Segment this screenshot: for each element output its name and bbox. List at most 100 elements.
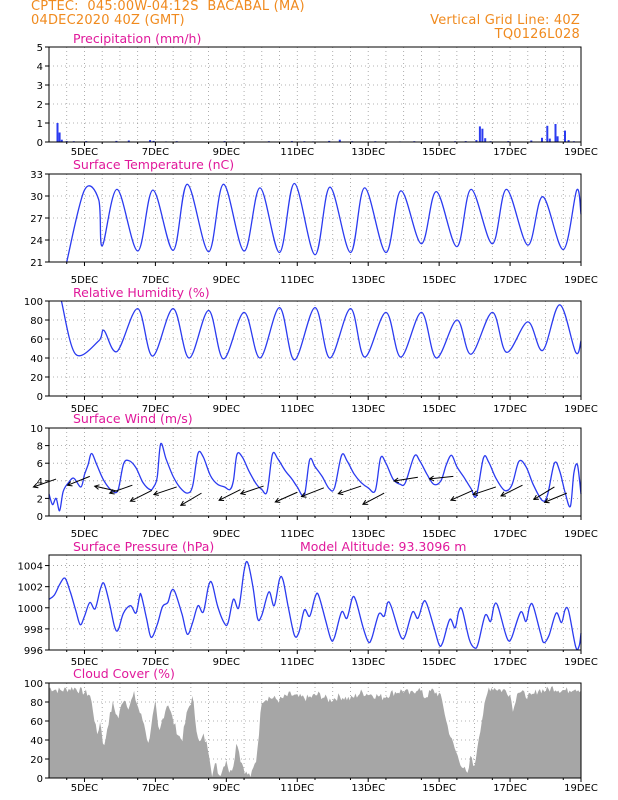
header-station: CPTEC: 045:00W-04:12S BACABAL (MA) <box>31 0 305 14</box>
precip-bar <box>475 140 478 142</box>
rh-xtick-label: 17DEC <box>493 404 527 415</box>
wind-arrow-head <box>393 477 400 484</box>
cloud-cover-area <box>49 686 581 778</box>
wind-arrow-head <box>500 491 507 497</box>
press-title: Surface Pressure (hPa) <box>73 539 214 554</box>
precip-xtick-label: 15DEC <box>422 147 456 158</box>
wind-arrow-head <box>449 495 456 502</box>
temp-xtick-label: 19DEC <box>564 275 598 286</box>
wind-arrow-shaft <box>472 486 497 496</box>
wind-xtick-label: 9DEC <box>213 529 240 540</box>
wind-xtick-label: 19DEC <box>564 529 598 540</box>
wind-arrow-shaft <box>275 491 298 503</box>
temp-xtick-label: 11DEC <box>280 275 314 286</box>
pressure-line <box>48 560 582 651</box>
cloud-ytick-label: 80 <box>30 698 43 709</box>
precip-bar <box>548 138 551 142</box>
wind-xtick-label: 17DEC <box>493 529 527 540</box>
press-xtick-label: 9DEC <box>213 657 240 668</box>
temp-xtick-label: 15DEC <box>422 275 456 286</box>
cloud-xtick-label: 13DEC <box>351 783 385 794</box>
wind-arrow-shaft <box>394 476 418 482</box>
temp-xtick-label: 7DEC <box>142 275 169 286</box>
precip-ytick-label: 4 <box>37 62 43 73</box>
precip-xtick-label: 5DEC <box>71 147 98 158</box>
precip-ytick-label: 2 <box>37 100 43 111</box>
cloud-xtick-label: 17DEC <box>493 783 527 794</box>
wind-xtick-label: 5DEC <box>71 529 98 540</box>
precip-ytick-label: 5 <box>37 43 43 54</box>
precip-xtick-label: 19DEC <box>564 147 598 158</box>
temp-xtick-label: 17DEC <box>493 275 527 286</box>
precip-xtick-label: 7DEC <box>142 147 169 158</box>
press-xtick-label: 7DEC <box>142 657 169 668</box>
wind-arrow-head <box>66 481 73 487</box>
press-ytick-label: 1002 <box>18 583 43 594</box>
wind-arrow-shaft <box>450 490 474 501</box>
temp-ytick-label: 30 <box>30 192 43 203</box>
header-date: 04DEC2020 40Z (GMT) <box>31 13 185 28</box>
rh-line <box>60 300 582 361</box>
rh-xtick-label: 13DEC <box>351 404 385 415</box>
header-model: TQ0126L028 <box>494 27 580 42</box>
rh-xtick-label: 19DEC <box>564 404 598 415</box>
precip-bar <box>115 140 118 142</box>
rh-ytick-label: 0 <box>37 392 43 403</box>
temp-xtick-label: 9DEC <box>213 275 240 286</box>
temp-xtick-label: 13DEC <box>351 275 385 286</box>
precip-bar <box>478 126 481 142</box>
wind-arrow-head <box>472 490 479 496</box>
rh-xtick-label: 15DEC <box>422 404 456 415</box>
rh-ytick-label: 20 <box>30 373 43 384</box>
wind-speed-line <box>48 442 582 512</box>
wind-arrow-shaft <box>240 485 264 495</box>
wind-ytick-label: 10 <box>30 424 43 435</box>
wind-ytick-label: 8 <box>37 442 43 453</box>
press-xtick-label: 19DEC <box>564 657 598 668</box>
wind-arrow-head <box>428 475 435 482</box>
rh-ytick-label: 40 <box>30 354 43 365</box>
rh-xtick-label: 9DEC <box>213 404 240 415</box>
wind-xtick-label: 7DEC <box>142 529 169 540</box>
precip-bar <box>567 140 570 142</box>
cloud-ytick-label: 0 <box>37 774 43 785</box>
temp-ytick-label: 24 <box>30 236 43 247</box>
wind-arrow-shaft <box>362 492 385 505</box>
precip-ytick-label: 3 <box>37 81 43 92</box>
wind-arrow-head <box>108 489 115 495</box>
wind-xtick-label: 11DEC <box>280 529 314 540</box>
precip-xtick-label: 13DEC <box>351 147 385 158</box>
wind-arrow-shaft <box>218 489 241 501</box>
precip-bar <box>556 136 559 142</box>
wind-arrow-shaft <box>533 486 555 500</box>
wind-arrow-head <box>179 500 186 506</box>
cloud-xtick-label: 7DEC <box>142 783 169 794</box>
wind-ytick-label: 6 <box>37 459 43 470</box>
precip-bar <box>328 140 331 142</box>
precip-xtick-label: 11DEC <box>280 147 314 158</box>
press-xtick-label: 15DEC <box>422 657 456 668</box>
rh-ytick-label: 80 <box>30 316 43 327</box>
cloud-xtick-label: 5DEC <box>71 783 98 794</box>
precip-bar <box>60 139 63 142</box>
temp-ytick-label: 27 <box>30 214 43 225</box>
temp-ytick-label: 33 <box>30 170 43 181</box>
rh-xtick-label: 11DEC <box>280 404 314 415</box>
temp-title: Surface Temperature (nC) <box>73 157 234 172</box>
wind-arrow-head <box>218 495 225 501</box>
cloud-ytick-label: 20 <box>30 755 43 766</box>
rh-xtick-label: 5DEC <box>71 404 98 415</box>
wind-arrow-head <box>300 492 307 498</box>
wind-xtick-label: 13DEC <box>351 529 385 540</box>
wind-arrow-shaft <box>180 492 202 506</box>
rh-frame <box>48 300 582 397</box>
press-xtick-label: 5DEC <box>71 657 98 668</box>
temp-line <box>66 182 582 263</box>
precip-bar <box>58 132 61 142</box>
press-annotation: Model Altitude: 93.3096 m <box>300 539 466 554</box>
precip-ytick-label: 0 <box>37 138 43 149</box>
precip-bar <box>338 139 341 142</box>
wind-arrow-shaft <box>33 478 57 488</box>
precip-xtick-label: 9DEC <box>213 147 240 158</box>
precip-bar <box>152 140 155 142</box>
